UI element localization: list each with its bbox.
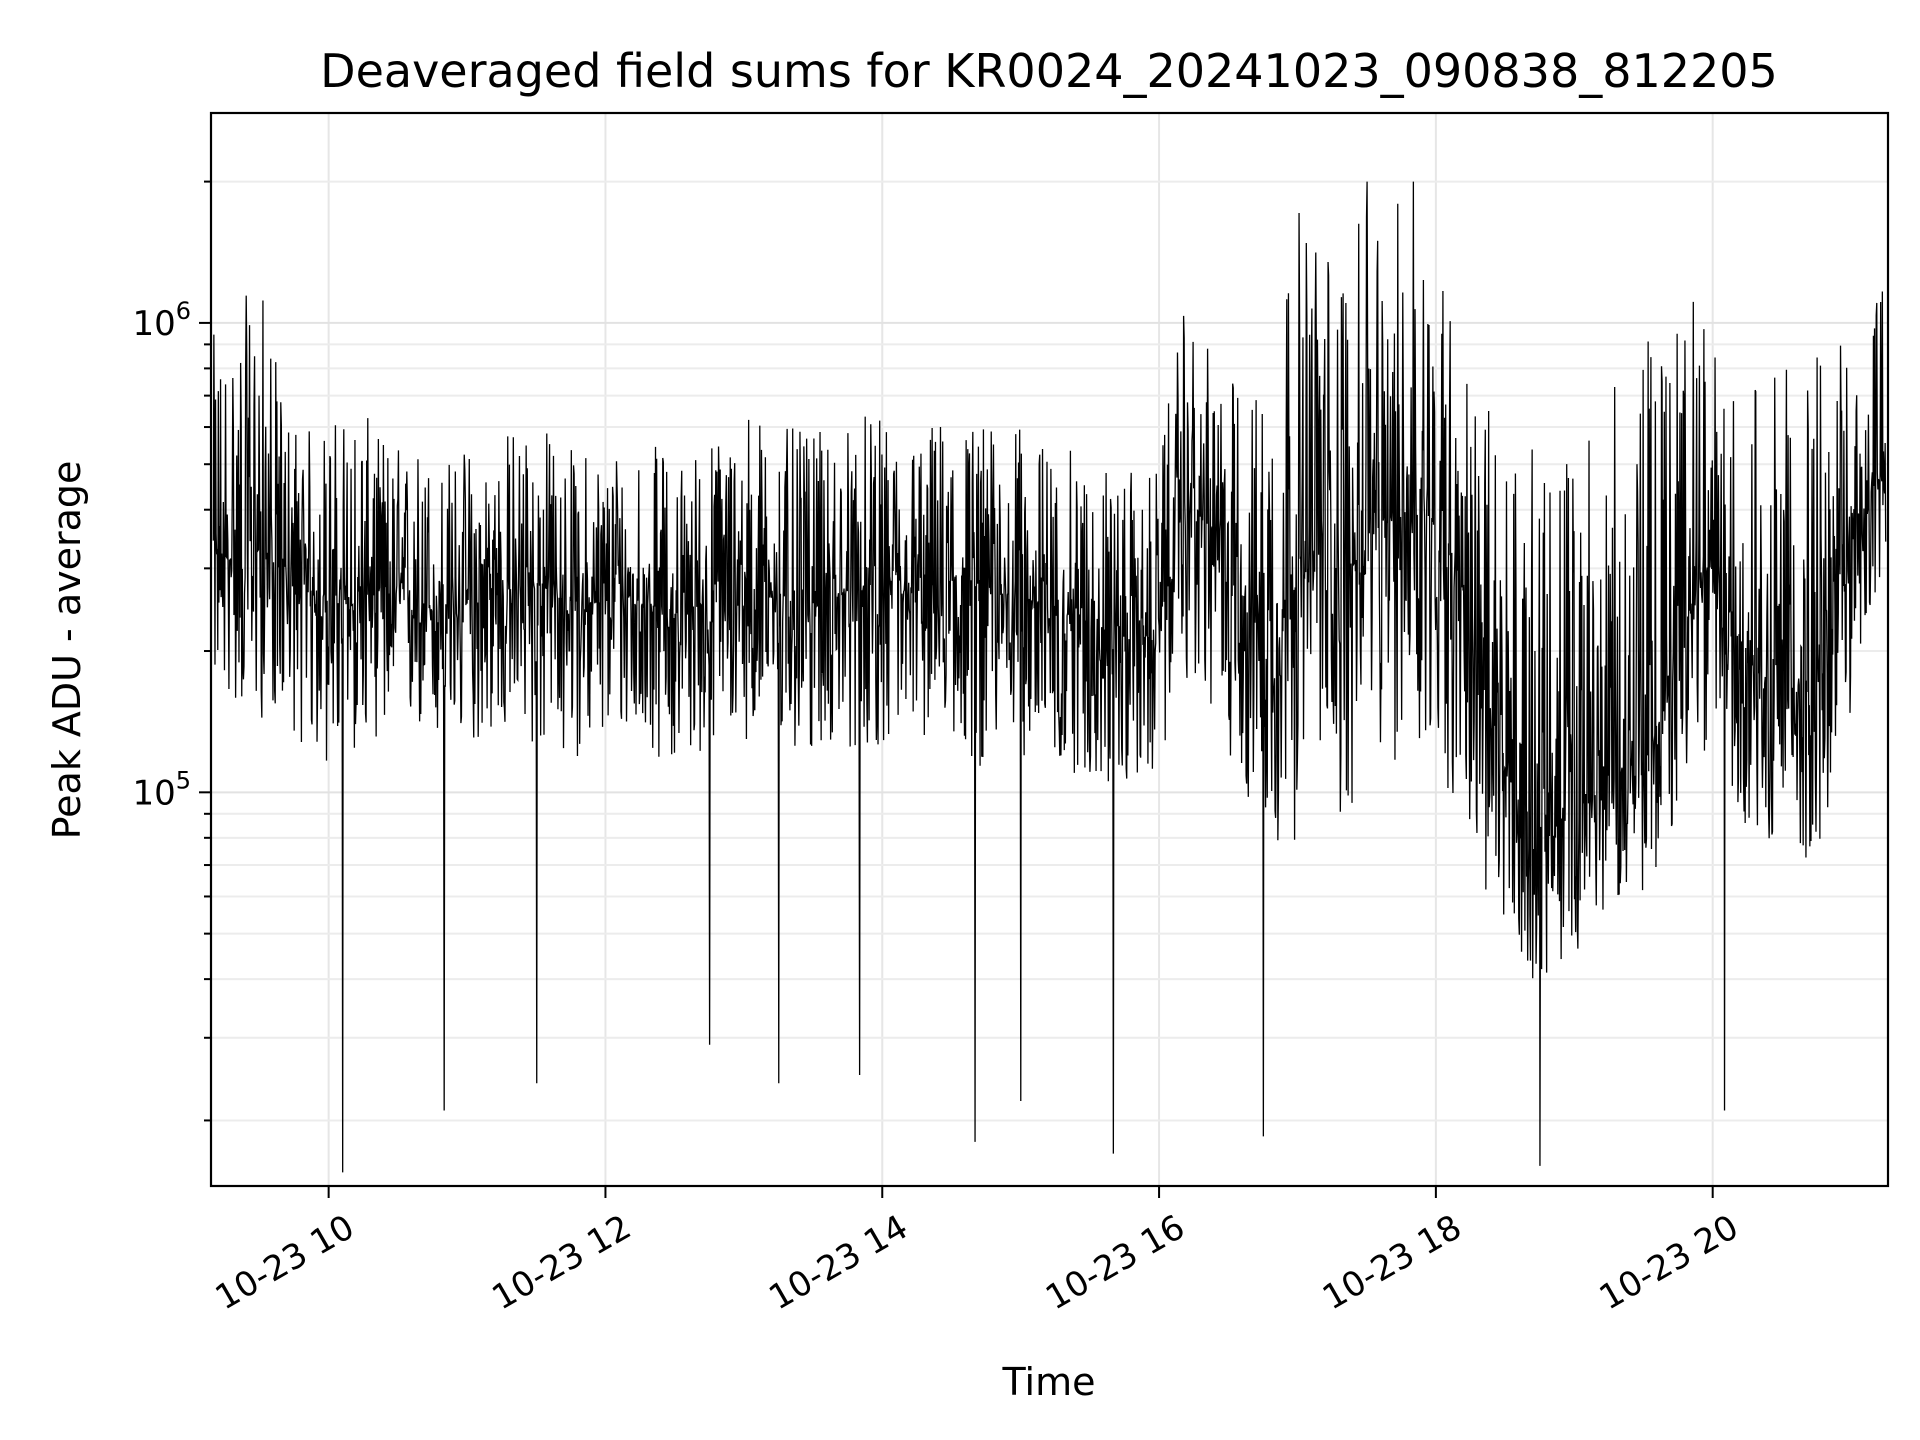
y-axis-label: Peak ADU - average [45,461,89,840]
y-axis: 105 106 [132,180,211,1122]
y-tick-label: 106 [132,297,191,344]
y-tick-label: 105 [132,766,191,813]
chart-title: Deaveraged field sums for KR0024_2024102… [320,44,1778,98]
series-line [212,181,1887,1173]
x-axis-label: Time [1002,1360,1096,1404]
plot-frame [209,111,1890,1188]
